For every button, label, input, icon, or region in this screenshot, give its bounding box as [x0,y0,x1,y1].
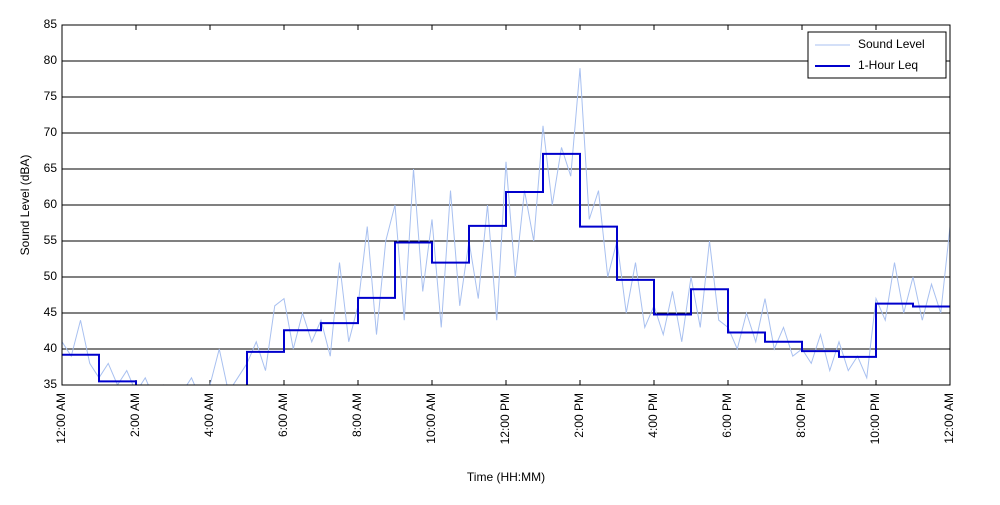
x-tick-label: 12:00 AM [54,393,68,444]
legend-label: Sound Level [858,37,925,51]
y-tick-label: 65 [44,161,58,175]
leq-line [62,152,950,385]
legend-box [807,31,947,79]
y-tick-label: 75 [44,89,58,103]
y-tick-label: 40 [44,341,58,355]
x-tick-label: 2:00 AM [128,393,142,437]
x-tick-label: 4:00 PM [646,393,660,438]
x-tick-label: 8:00 AM [350,393,364,437]
y-tick-label: 60 [44,197,58,211]
x-tick-label: 4:00 AM [202,393,216,437]
y-tick-label: 85 [44,17,58,31]
y-tick-label: 80 [44,53,58,67]
x-tick-label: 8:00 PM [794,393,808,438]
x-tick-label: 2:00 PM [572,393,586,438]
x-tick-label: 10:00 PM [868,393,882,444]
y-tick-label: 35 [44,377,58,391]
x-tick-label: 10:00 AM [424,393,438,444]
x-tick-label: 6:00 AM [276,393,290,437]
y-axis-label: Sound Level (dBA) [18,155,32,256]
y-tick-label: 55 [44,233,58,247]
legend: Sound Level 1-Hour Leq [807,31,947,79]
y-tick-label: 45 [44,305,58,319]
series-group [62,68,950,385]
plot-frame [61,24,951,386]
x-tick-label: 12:00 AM [942,393,956,444]
y-tick-label: 70 [44,125,58,139]
y-tick-label: 50 [44,269,58,283]
x-axis-label: Time (HH:MM) [467,470,545,484]
x-tick-label: 6:00 PM [720,393,734,438]
legend-label: 1-Hour Leq [858,58,918,72]
x-tick-label: 12:00 PM [498,393,512,444]
